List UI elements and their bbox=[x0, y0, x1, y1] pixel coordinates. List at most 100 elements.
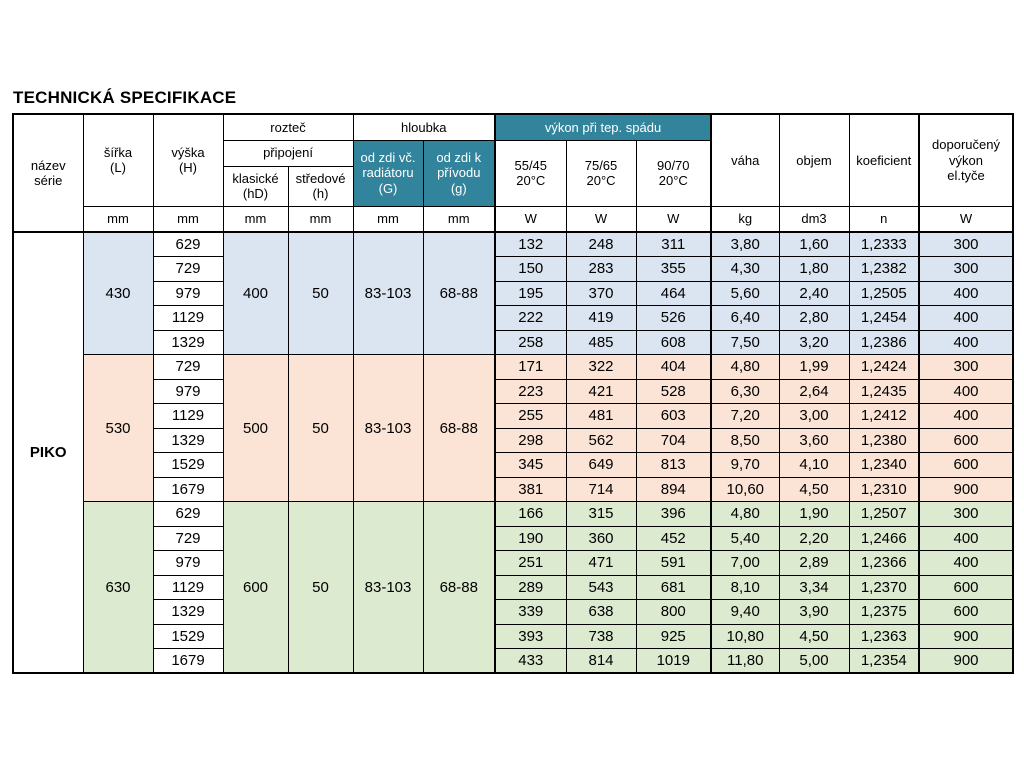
vykon-9070-cell: 404 bbox=[635, 354, 712, 380]
unit-doporuceny: W bbox=[918, 205, 1014, 233]
table-row: 1129 255 481 603 7,20 3,00 1,2412 400 bbox=[13, 403, 1014, 429]
header-od-zdi-g: od zdi vč. radiátoru (G) bbox=[352, 139, 424, 207]
vykon-7565-cell: 649 bbox=[565, 452, 637, 478]
vykon-5545-cell: 190 bbox=[494, 525, 567, 551]
sirka-cell: 530 bbox=[82, 354, 154, 502]
header-klasicke: klasické (hD) bbox=[222, 165, 289, 207]
unit-objem: dm3 bbox=[778, 205, 850, 233]
hloubka-g2-cell: 68-88 bbox=[422, 354, 496, 502]
vykon-9070-cell: 681 bbox=[635, 574, 712, 600]
koeficient-cell: 1,2435 bbox=[848, 378, 920, 404]
objem-cell: 2,80 bbox=[778, 305, 850, 331]
vykon-5545-cell: 298 bbox=[494, 427, 567, 453]
spec-table: název série šířka (L) výška (H) rozteč h… bbox=[12, 113, 1015, 674]
doporuceny-cell: 900 bbox=[918, 476, 1014, 502]
table-body: PIKO 430 629 400 50 83-103 68-88 132 248 311 3,80 1… bbox=[12, 231, 1014, 674]
vaha-cell: 3,80 bbox=[710, 231, 780, 257]
hloubka-g2-cell: 68-88 bbox=[422, 501, 496, 674]
objem-cell: 3,20 bbox=[778, 329, 850, 355]
roztec-klasicke-cell: 500 bbox=[222, 354, 289, 502]
koeficient-cell: 1,2424 bbox=[848, 354, 920, 380]
koeficient-cell: 1,2333 bbox=[848, 231, 920, 257]
table-row: 630 629 600 50 83-103 68-88 166 315 396 4,80 1,90 1… bbox=[13, 501, 1014, 674]
vykon-5545-cell: 345 bbox=[494, 452, 567, 478]
objem-cell: 1,99 bbox=[778, 354, 850, 380]
unit-t-9070: W bbox=[635, 205, 712, 233]
vyska-cell: 629 bbox=[152, 501, 224, 527]
vykon-9070-cell: 355 bbox=[635, 256, 712, 282]
vykon-5545-cell: 222 bbox=[494, 305, 567, 331]
table-row: 979 223 421 528 6,30 2,64 1,2435 400 bbox=[13, 378, 1014, 404]
vykon-7565-cell: 322 bbox=[565, 354, 637, 380]
doporuceny-cell: 400 bbox=[918, 403, 1014, 429]
vykon-7565-cell: 419 bbox=[565, 305, 637, 331]
doporuceny-cell: 300 bbox=[918, 354, 1014, 380]
header-koeficient: koeficient bbox=[848, 113, 920, 207]
vykon-7565-cell: 421 bbox=[565, 378, 637, 404]
vaha-cell: 7,00 bbox=[710, 550, 780, 576]
doporuceny-cell: 300 bbox=[918, 231, 1014, 257]
unit-t-7565: W bbox=[565, 205, 637, 233]
header-sirka: šířka (L) bbox=[82, 113, 154, 207]
table-row: 729 150 283 355 4,30 1,80 1,2382 300 bbox=[13, 256, 1014, 282]
vyska-cell: 1329 bbox=[152, 427, 224, 453]
koeficient-cell: 1,2505 bbox=[848, 280, 920, 306]
vykon-5545-cell: 433 bbox=[494, 648, 567, 674]
koeficient-cell: 1,2354 bbox=[848, 648, 920, 674]
series-cell: PIKO bbox=[12, 231, 84, 674]
vykon-9070-cell: 526 bbox=[635, 305, 712, 331]
objem-cell: 5,00 bbox=[778, 648, 850, 674]
vykon-5545-cell: 289 bbox=[494, 574, 567, 600]
sirka-cell: 430 bbox=[82, 231, 154, 355]
vykon-7565-cell: 714 bbox=[565, 476, 637, 502]
vykon-5545-cell: 258 bbox=[494, 329, 567, 355]
vaha-cell: 5,60 bbox=[710, 280, 780, 306]
vyska-cell: 1329 bbox=[152, 329, 224, 355]
vykon-7565-cell: 370 bbox=[565, 280, 637, 306]
vykon-7565-cell: 471 bbox=[565, 550, 637, 576]
objem-cell: 2,40 bbox=[778, 280, 850, 306]
table-row: 1329 258 485 608 7,50 3,20 1,2386 400 bbox=[13, 329, 1014, 355]
objem-cell: 4,10 bbox=[778, 452, 850, 478]
vykon-7565-cell: 485 bbox=[565, 329, 637, 355]
roztec-stredove-cell: 50 bbox=[287, 231, 354, 355]
objem-cell: 3,34 bbox=[778, 574, 850, 600]
unit-sirka: mm bbox=[82, 205, 154, 233]
unit-od-zdi-g2: mm bbox=[422, 205, 496, 233]
doporuceny-cell: 600 bbox=[918, 599, 1014, 625]
objem-cell: 3,60 bbox=[778, 427, 850, 453]
header-hloubka: hloubka bbox=[352, 113, 496, 141]
roztec-stredove-cell: 50 bbox=[287, 501, 354, 674]
vaha-cell: 5,40 bbox=[710, 525, 780, 551]
table-row: 1679 433 814 1019 11,80 5,00 1,2354 900 bbox=[13, 648, 1014, 674]
koeficient-cell: 1,2363 bbox=[848, 623, 920, 649]
vykon-5545-cell: 339 bbox=[494, 599, 567, 625]
vykon-9070-cell: 464 bbox=[635, 280, 712, 306]
koeficient-cell: 1,2310 bbox=[848, 476, 920, 502]
koeficient-cell: 1,2380 bbox=[848, 427, 920, 453]
vyska-cell: 729 bbox=[152, 354, 224, 380]
doporuceny-cell: 600 bbox=[918, 574, 1014, 600]
koeficient-cell: 1,2507 bbox=[848, 501, 920, 527]
vykon-9070-cell: 704 bbox=[635, 427, 712, 453]
hloubka-g-cell: 83-103 bbox=[352, 354, 424, 502]
vyska-cell: 1129 bbox=[152, 574, 224, 600]
table-row: 530 729 500 50 83-103 68-88 171 322 404 4,80 1,99 1… bbox=[13, 354, 1014, 502]
vaha-cell: 8,50 bbox=[710, 427, 780, 453]
page-title: TECHNICKÁ SPECIFIKACE bbox=[13, 88, 237, 107]
vaha-cell: 4,30 bbox=[710, 256, 780, 282]
objem-cell: 2,20 bbox=[778, 525, 850, 551]
objem-cell: 3,90 bbox=[778, 599, 850, 625]
koeficient-cell: 1,2370 bbox=[848, 574, 920, 600]
vykon-7565-cell: 543 bbox=[565, 574, 637, 600]
hloubka-g2-cell: 68-88 bbox=[422, 231, 496, 355]
table-row: 1329 339 638 800 9,40 3,90 1,2375 600 bbox=[13, 599, 1014, 625]
objem-cell: 2,89 bbox=[778, 550, 850, 576]
vaha-cell: 6,30 bbox=[710, 378, 780, 404]
unit-t-5545: W bbox=[494, 205, 567, 233]
doporuceny-cell: 400 bbox=[918, 280, 1014, 306]
objem-cell: 3,00 bbox=[778, 403, 850, 429]
vaha-cell: 4,80 bbox=[710, 501, 780, 527]
vaha-cell: 7,20 bbox=[710, 403, 780, 429]
vyska-cell: 1529 bbox=[152, 452, 224, 478]
